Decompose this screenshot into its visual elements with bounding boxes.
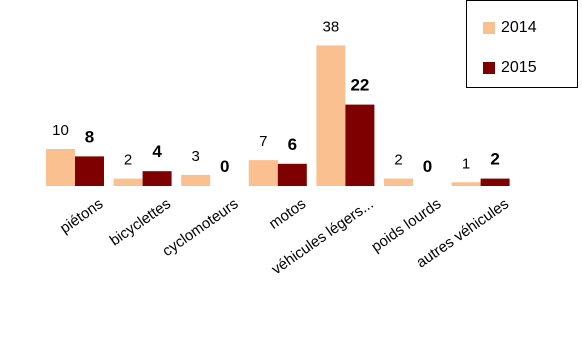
legend-item-2014: 2014 [483, 18, 537, 38]
bar-2014-0 [46, 149, 75, 186]
category-label-2: cyclomoteurs [159, 195, 241, 260]
bar-2014-2 [181, 174, 211, 186]
bar-2015-4 [345, 104, 375, 186]
bar-2015-6 [480, 178, 510, 186]
data-label-2014-1: 2 [124, 152, 132, 169]
bar-2015-0 [75, 156, 104, 186]
data-label-2014-3: 7 [259, 133, 267, 150]
bar-2015-3 [277, 163, 307, 186]
data-label-2015-3: 6 [288, 135, 297, 154]
data-label-2014-5: 2 [394, 152, 402, 169]
data-label-2014-0: 10 [52, 122, 69, 139]
legend-swatch-2014 [483, 22, 495, 34]
legend-swatch-2015 [483, 62, 495, 74]
data-label-2014-2: 3 [192, 148, 200, 165]
bar-2014-3 [248, 160, 278, 186]
bar-2014-6 [451, 182, 481, 186]
data-label-2014-6: 1 [462, 155, 470, 172]
legend-item-2015: 2015 [483, 58, 537, 78]
legend-label-2015: 2015 [501, 59, 537, 76]
data-label-2015-5: 0 [423, 157, 432, 176]
legend-label-2014: 2014 [501, 19, 537, 36]
category-label-1: bicyclettes [107, 195, 174, 249]
data-label-2015-2: 0 [220, 157, 229, 176]
data-label-2015-0: 8 [85, 127, 94, 146]
bar-2015-1 [142, 171, 172, 186]
category-label-0: piétons [57, 195, 106, 237]
bar-2014-5 [384, 178, 413, 186]
bar-2014-1 [113, 178, 143, 186]
data-label-2015-6: 2 [490, 150, 499, 169]
data-label-2014-4: 38 [323, 18, 340, 35]
data-label-2015-1: 4 [152, 142, 162, 161]
data-label-2015-4: 22 [350, 76, 369, 95]
category-label-3: motos [266, 195, 309, 232]
bar-2014-4 [316, 45, 346, 187]
legend: 2014 2015 [466, 0, 578, 88]
